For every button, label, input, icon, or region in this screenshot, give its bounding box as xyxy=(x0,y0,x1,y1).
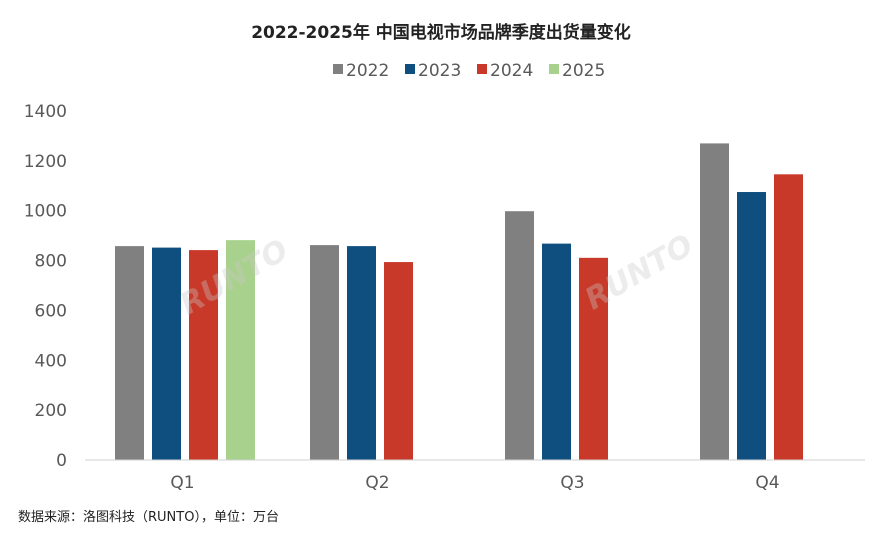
bars xyxy=(115,143,803,460)
legend-swatch-2022 xyxy=(333,64,343,74)
legend-label: 2022 xyxy=(346,61,389,81)
bar-2023-Q2 xyxy=(347,246,376,460)
y-tick-label: 800 xyxy=(35,252,67,272)
bar-2023-Q4 xyxy=(737,192,766,460)
y-tick-label: 1400 xyxy=(24,102,67,122)
legend-swatch-2023 xyxy=(405,64,415,74)
legend-swatch-2024 xyxy=(477,64,487,74)
x-tick-label: Q4 xyxy=(755,473,779,493)
x-tick-label: Q2 xyxy=(365,473,389,493)
y-tick-label: 400 xyxy=(35,351,67,371)
bar-2022-Q1 xyxy=(115,246,144,460)
bar-2024-Q4 xyxy=(774,174,803,460)
y-tick-label: 1200 xyxy=(24,152,67,172)
bar-2024-Q2 xyxy=(384,262,413,460)
legend: 2022 2023 2024 2025 xyxy=(333,61,605,81)
bar-2023-Q1 xyxy=(152,247,181,460)
legend-label: 2024 xyxy=(490,61,533,81)
bar-2024-Q3 xyxy=(579,257,608,460)
y-tick-label: 0 xyxy=(56,451,67,471)
bar-2022-Q3 xyxy=(505,211,534,460)
legend-label: 2023 xyxy=(418,61,461,81)
bar-2024-Q1 xyxy=(189,250,218,460)
bar-2025-Q1 xyxy=(226,240,255,460)
legend-swatch-2025 xyxy=(549,64,559,74)
bar-2023-Q3 xyxy=(542,243,571,460)
y-tick-label: 1000 xyxy=(24,202,67,222)
bar-2022-Q4 xyxy=(700,143,729,460)
x-tick-label: Q1 xyxy=(170,473,194,493)
x-tick-label: Q3 xyxy=(560,473,584,493)
source-note: 数据来源：洛图科技（RUNTO），单位：万台 xyxy=(18,510,279,525)
bar-2022-Q2 xyxy=(310,245,339,460)
y-axis: 0 200 400 600 800 1000 1200 1400 xyxy=(24,102,67,471)
legend-label: 2025 xyxy=(562,61,605,81)
chart-title: 2022-2025年 中国电视市场品牌季度出货量变化 xyxy=(251,22,631,43)
y-tick-label: 200 xyxy=(35,401,67,421)
y-tick-label: 600 xyxy=(35,301,67,321)
x-axis: Q1 Q2 Q3 Q4 xyxy=(85,459,865,493)
